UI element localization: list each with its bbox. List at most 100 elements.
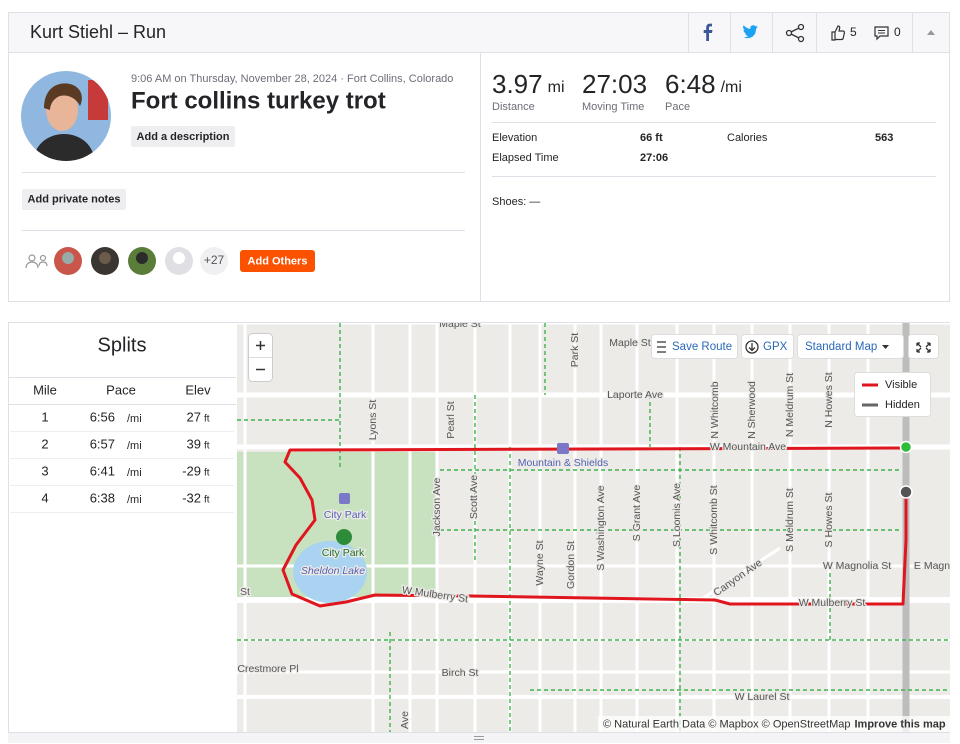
- map-label: S Washington Ave: [595, 485, 607, 570]
- athlete-avatar: [21, 71, 111, 161]
- add-notes-button[interactable]: [22, 189, 126, 210]
- map-label: S Grant Ave: [631, 485, 643, 542]
- splits-column: Elev: [185, 382, 211, 397]
- map-button[interactable]: [797, 334, 904, 359]
- poi-icon: [557, 443, 569, 454]
- group-head: [39, 254, 47, 262]
- kudos-count: 5: [850, 25, 857, 39]
- map-label: S Whitcomb St: [708, 485, 720, 555]
- avatar-body: [34, 134, 94, 161]
- improve-map-link[interactable]: Improve this map: [854, 718, 945, 730]
- stat-label: Moving Time: [582, 101, 644, 113]
- fullscreen-icon: [916, 342, 931, 353]
- splits-title: Splits: [98, 334, 147, 356]
- add-others[interactable]: Add Others: [248, 255, 308, 267]
- fullscreen-button[interactable]: [908, 334, 939, 359]
- park-icon: [336, 529, 352, 545]
- split-elev: -32: [182, 490, 201, 505]
- lake: [293, 541, 367, 603]
- split-pace-unit: /mi: [127, 467, 142, 479]
- map-label: W Magnolia St: [823, 560, 891, 572]
- participant-face: [173, 252, 185, 264]
- add-description-button[interactable]: [131, 126, 235, 147]
- comment-count: 0: [894, 25, 901, 39]
- share-icon[interactable]: [785, 23, 805, 43]
- activity-name: Fort collins turkey trot: [131, 87, 386, 114]
- comment-icon[interactable]: [874, 26, 889, 41]
- resize-handle[interactable]: [474, 736, 484, 740]
- attribution: © Natural Earth Data © Mapbox © OpenStre…: [603, 718, 850, 730]
- kudos-icon[interactable]: [831, 25, 846, 41]
- facebook-icon[interactable]: [703, 23, 713, 41]
- map-button-label[interactable]: Standard Map: [805, 341, 877, 353]
- map-label: Scott Ave: [468, 475, 480, 519]
- twitter-icon[interactable]: [743, 25, 758, 39]
- activity-meta: 9:06 AM on Thursday, November 28, 2024 ·…: [131, 73, 453, 85]
- split-pace: 6:57: [90, 436, 115, 451]
- split-elev-unit: ft: [204, 441, 210, 452]
- map-label: E Magn: [914, 560, 950, 572]
- split-mile: 1: [41, 409, 48, 424]
- map-label: Sheldon Lake: [301, 565, 365, 577]
- canyon-ave: [699, 546, 781, 602]
- add-description[interactable]: Add a description: [137, 131, 230, 143]
- comment-lines: [878, 30, 885, 34]
- map-label: W Mulberry St: [799, 597, 866, 609]
- split-pace-unit: /mi: [127, 440, 142, 452]
- split-mile: 4: [41, 490, 48, 505]
- route-map: Maple St Maple St Park St Laporte Ave N Whit…: [237, 318, 950, 732]
- gpx-icon: [745, 340, 759, 354]
- share-dot: [797, 23, 805, 31]
- map-label: N Howes St: [823, 372, 835, 428]
- others-badge: [200, 247, 228, 275]
- split-mile: 2: [41, 436, 48, 451]
- map-label: Mountain & Shields: [518, 457, 608, 469]
- map-label: N Sherwood: [746, 381, 758, 439]
- map-label: W Laurel St: [735, 691, 790, 703]
- legend-entry: Visible: [885, 379, 917, 391]
- add-private-notes[interactable]: Add private notes: [28, 193, 121, 205]
- split-elev: 39: [187, 436, 201, 451]
- others-count: +27: [204, 253, 225, 267]
- split-pace: 6:56: [90, 409, 115, 424]
- group-icon: [25, 261, 48, 269]
- stat-label: Pace: [665, 101, 690, 113]
- split-pace: 6:38: [90, 490, 115, 505]
- stat-label: Elevation: [492, 132, 537, 144]
- stat-label: Distance: [492, 101, 535, 113]
- collapse-caret[interactable]: [927, 30, 935, 35]
- split-mile: 3: [41, 463, 48, 478]
- zoom-in-icon[interactable]: [256, 341, 265, 350]
- add-others-button[interactable]: [240, 250, 315, 272]
- header-bar: [9, 13, 949, 52]
- split-elev-unit: ft: [204, 495, 210, 506]
- style-caret: [882, 345, 889, 349]
- share-dot: [785, 29, 793, 37]
- share-dot: [797, 35, 805, 43]
- shoes: Shoes: —: [492, 196, 540, 208]
- map-label: Jackson Ave: [431, 477, 443, 536]
- map-button-label[interactable]: Save Route: [672, 341, 732, 353]
- map-button-label[interactable]: GPX: [763, 341, 788, 353]
- split-pace-unit: /mi: [127, 494, 142, 506]
- stat-unit: /mi: [721, 79, 742, 96]
- split-pace-unit: /mi: [127, 413, 142, 425]
- stat-label: Elapsed Time: [492, 152, 559, 164]
- map-label: N Meldrum St: [784, 373, 796, 437]
- save-route-icon: [657, 341, 666, 353]
- stat-value: 66 ft: [640, 132, 663, 144]
- route-line: [281, 446, 908, 608]
- map-label: Maple St: [439, 318, 481, 330]
- map-label: Gordon St: [565, 541, 577, 589]
- share-links: [790, 27, 800, 39]
- participant-face: [136, 252, 148, 264]
- map-label: S Howes St: [823, 492, 835, 547]
- header-title: Kurt Stiehl – Run: [30, 22, 166, 42]
- poi-icon: [339, 493, 350, 504]
- map-label: Crestmore Pl: [237, 663, 298, 675]
- map-button[interactable]: [651, 334, 738, 359]
- map-label: N Whitcomb: [709, 381, 721, 438]
- participant-face: [99, 252, 111, 264]
